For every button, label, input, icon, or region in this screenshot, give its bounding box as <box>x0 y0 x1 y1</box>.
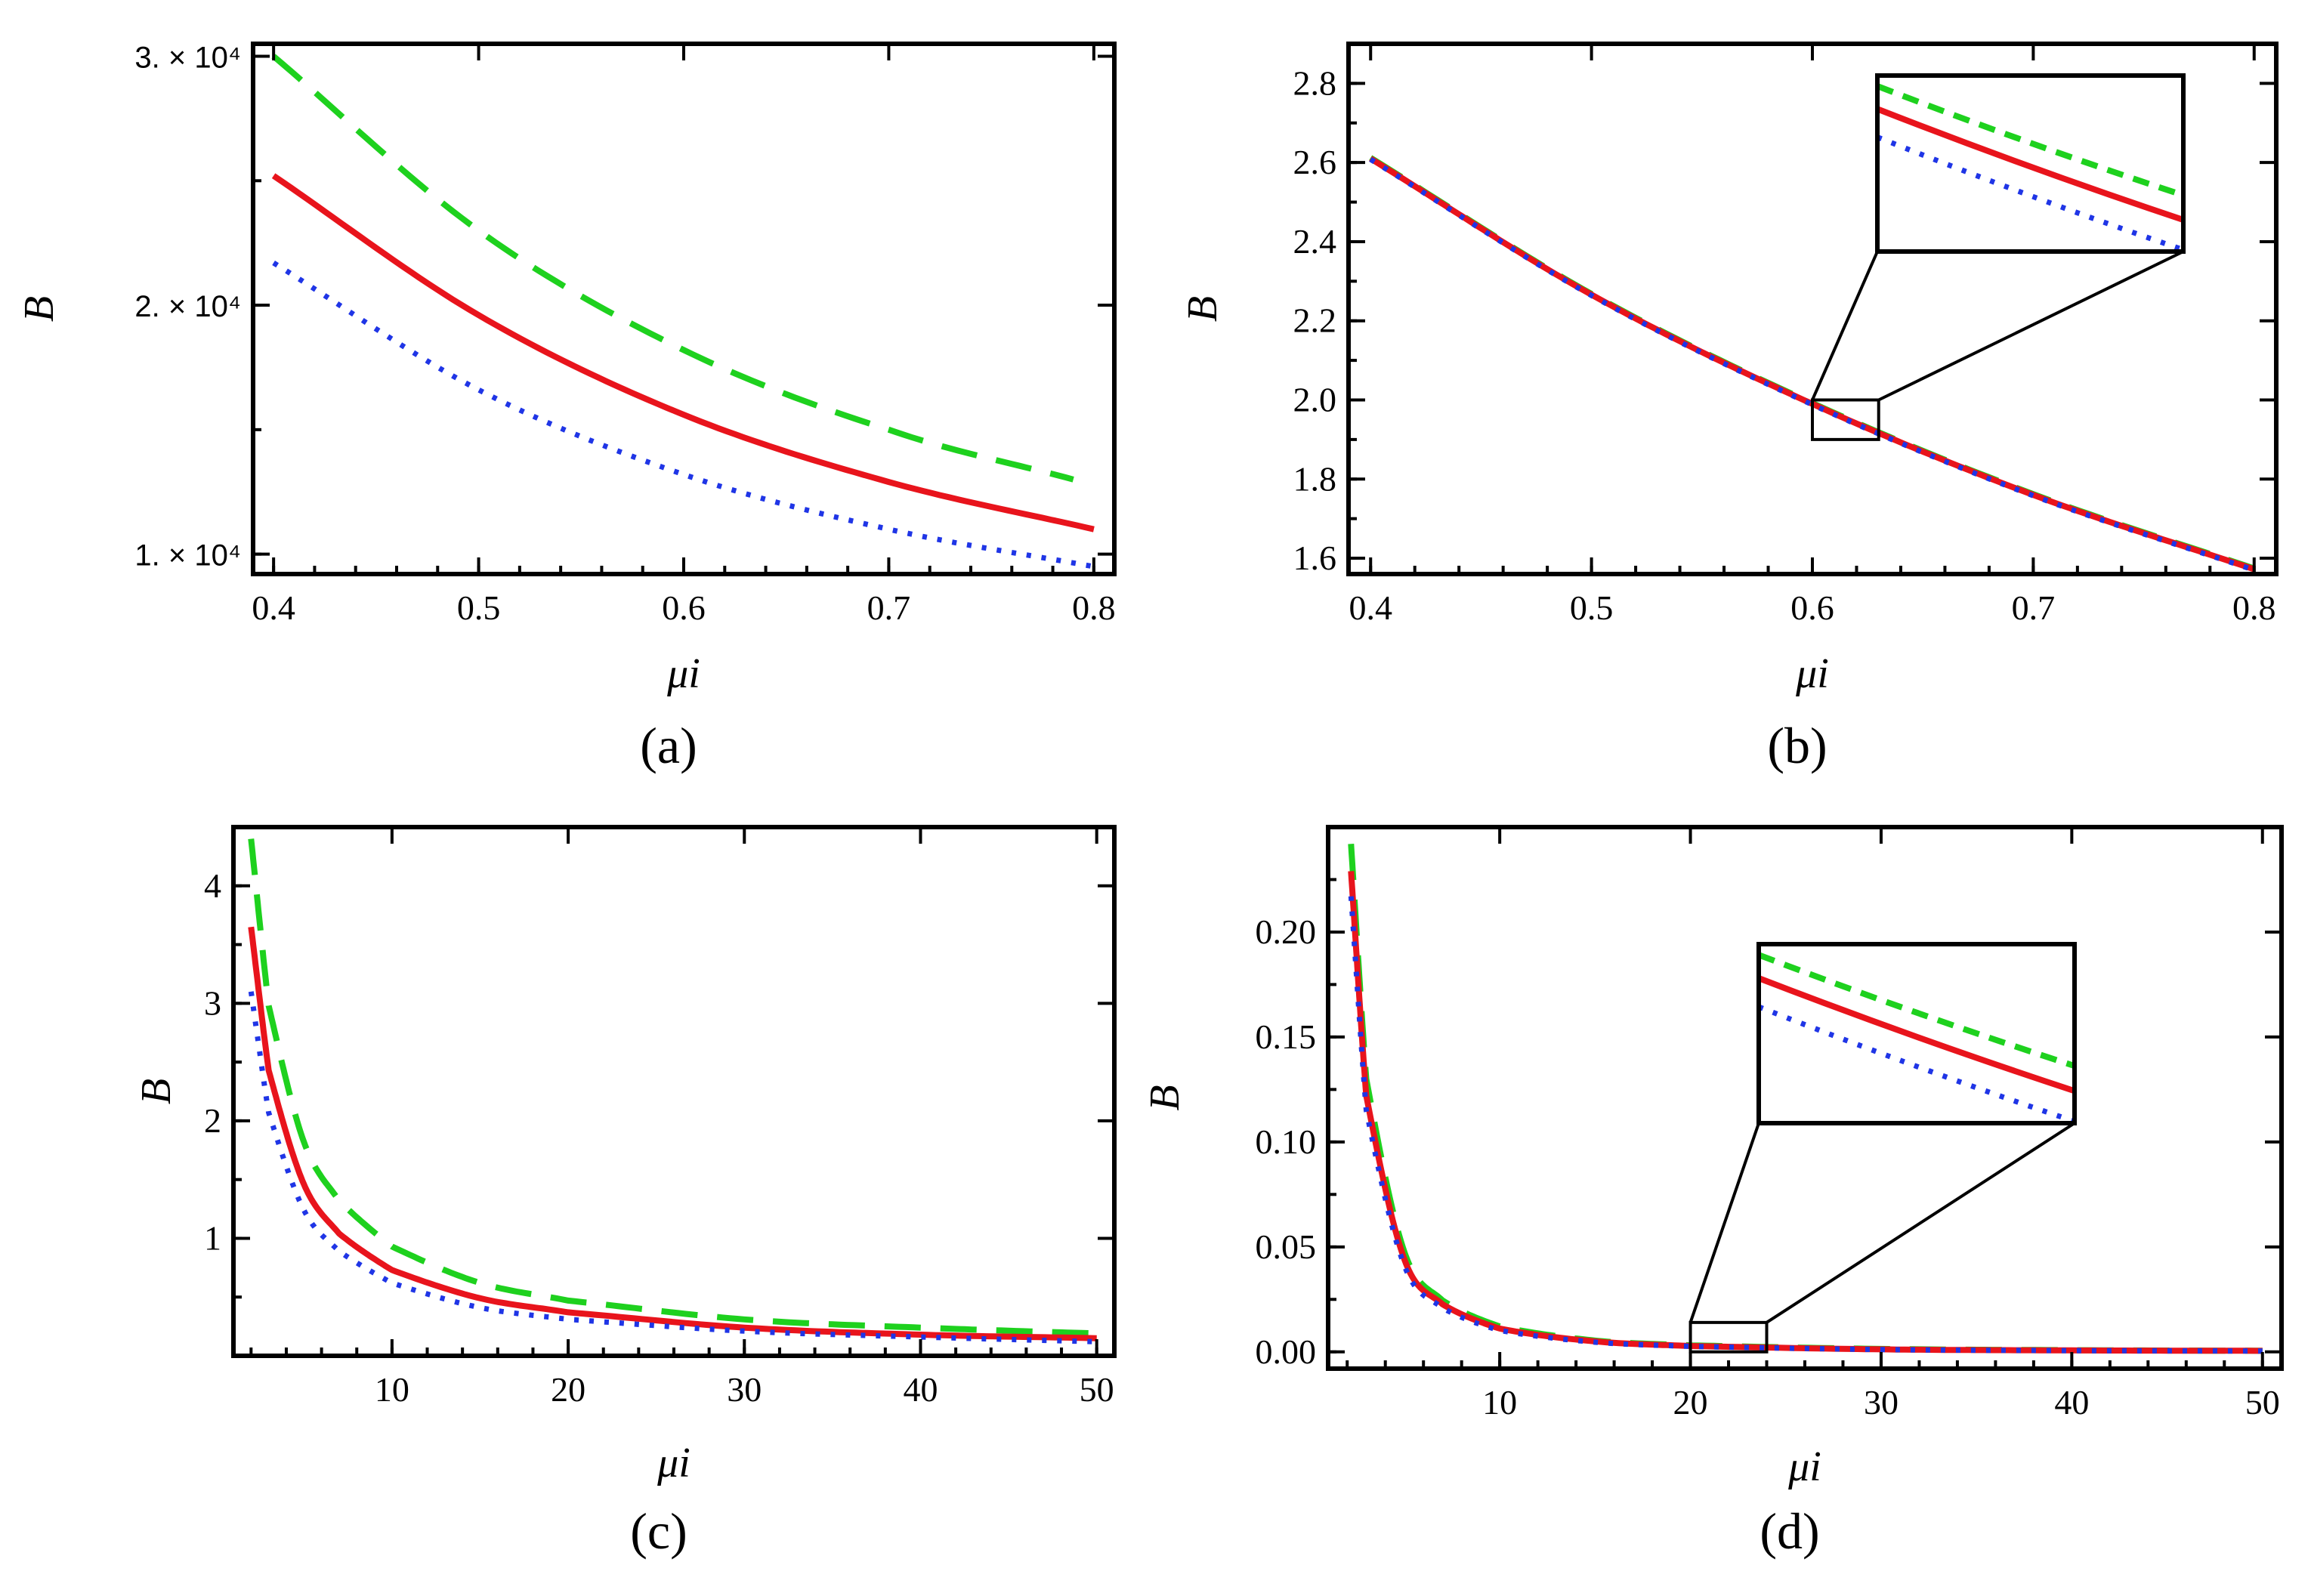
inset-border <box>1875 73 2186 254</box>
x-tick-label: 10 <box>375 1370 409 1409</box>
series-dashed-line <box>248 838 1097 1337</box>
series-group <box>271 54 1095 570</box>
panel-a: 0.4 0.5 0.6 0.7 0.8 1. × 10⁴ 2. × 10⁴ 3. × 10⁴ μ… <box>16 41 1117 774</box>
x-tick-label: 40 <box>903 1370 938 1409</box>
zoom-connector <box>1766 1122 2076 1324</box>
zoom-connector <box>1877 250 2184 402</box>
x-tick-label: 0.4 <box>252 588 295 627</box>
zoom-region-box <box>1811 398 1880 441</box>
y-tick-label: 2.8 <box>1293 63 1337 102</box>
panel-label: (a) <box>640 717 697 774</box>
panel-c: 10 20 30 40 50 1 2 3 4 μi B (c) <box>133 825 1117 1560</box>
x-tick-label: 0.8 <box>1072 588 1116 627</box>
inset-solid-line <box>1759 975 2075 1094</box>
zoom-connector <box>1811 251 1879 401</box>
y-tick-label: 0.20 <box>1256 912 1317 951</box>
x-tick-label: 30 <box>727 1370 762 1409</box>
series-dotted-line <box>248 991 1097 1344</box>
x-axis-label: μi <box>1795 650 1829 697</box>
x-axis-label: μi <box>666 650 700 697</box>
inset-solid-line <box>1877 106 2183 223</box>
series-solid-line <box>271 173 1095 533</box>
series-group <box>1348 843 2263 1354</box>
plot-frame <box>251 42 1117 576</box>
y-tick-label: 2.6 <box>1293 143 1337 181</box>
y-tick-label: 1 <box>204 1218 221 1257</box>
plot-frame <box>231 825 1117 1358</box>
panel-label: (c) <box>630 1502 687 1560</box>
y-tick-label: 1.6 <box>1293 539 1337 577</box>
inset-series <box>1877 83 2183 252</box>
x-tick-label: 50 <box>1080 1370 1114 1409</box>
y-axis-label: B <box>1142 1085 1188 1110</box>
x-tick-label: 0.7 <box>867 588 911 627</box>
y-axis-label: B <box>133 1079 180 1104</box>
x-tick-label: 30 <box>1864 1383 1899 1422</box>
y-tick-label: 2.2 <box>1293 301 1337 340</box>
x-tick-label: 0.8 <box>2232 588 2276 627</box>
panel-b: 0.4 0.5 0.6 0.7 0.8 1.6 1.8 2.0 2.2 2.4 2.6 2.8 μi B (… <box>1179 42 2279 774</box>
series-dashed-line <box>271 54 1074 483</box>
x-tick-label: 10 <box>1482 1383 1517 1422</box>
y-tick-label: 2 <box>204 1101 221 1140</box>
x-axis-label: μi <box>657 1440 691 1486</box>
y-axis-label: B <box>1179 296 1226 322</box>
x-tick-label: 0.6 <box>1790 588 1834 627</box>
y-tick-label: 3. × 10⁴ <box>134 41 241 74</box>
y-tick-label: 1.8 <box>1293 459 1337 498</box>
y-tick-label: 0.05 <box>1256 1227 1317 1266</box>
panel-label: (d) <box>1760 1502 1819 1560</box>
inset-series <box>1759 952 2075 1123</box>
series-group <box>248 838 1097 1344</box>
y-tick-label: 0.10 <box>1256 1122 1317 1161</box>
inset-border <box>1756 942 2077 1125</box>
zoom-region-box <box>1688 1320 1769 1354</box>
y-tick-label: 4 <box>204 866 221 905</box>
y-tick-label: 3 <box>204 983 221 1022</box>
panel-d: 10 20 30 40 50 0.00 0.05 0.10 0.15 0.20 μi B (d) <box>1142 825 2284 1560</box>
y-tick-label: 2. × 10⁴ <box>134 290 241 323</box>
x-tick-label: 20 <box>1673 1383 1708 1422</box>
series-dotted-line <box>1348 896 2263 1354</box>
inset-dashed-line <box>1877 83 2183 199</box>
y-tick-label: 2.0 <box>1293 380 1337 418</box>
y-axis-label: B <box>16 296 63 322</box>
zoom-connector <box>1688 1122 1760 1323</box>
x-axis-label: μi <box>1787 1443 1821 1490</box>
inset-dashed-line <box>1759 952 2075 1069</box>
x-tick-label: 0.5 <box>457 588 501 627</box>
panel-label: (b) <box>1767 717 1827 774</box>
y-tick-label: 0.15 <box>1256 1017 1317 1056</box>
y-tick-label: 1. × 10⁴ <box>134 539 241 573</box>
x-tick-label: 50 <box>2245 1383 2280 1422</box>
y-tick-label: 0.00 <box>1256 1332 1317 1371</box>
x-tick-label: 0.7 <box>2012 588 2056 627</box>
x-tick-label: 20 <box>551 1370 585 1409</box>
inset-dotted-line <box>1759 1004 2075 1123</box>
y-tick-label: 2.4 <box>1293 222 1337 261</box>
x-tick-label: 40 <box>2054 1383 2089 1422</box>
series-solid-line <box>1348 871 2263 1354</box>
x-tick-label: 0.5 <box>1570 588 1614 627</box>
x-tick-label: 0.6 <box>662 588 706 627</box>
x-tick-label: 0.4 <box>1349 588 1392 627</box>
series-solid-line <box>248 926 1097 1341</box>
